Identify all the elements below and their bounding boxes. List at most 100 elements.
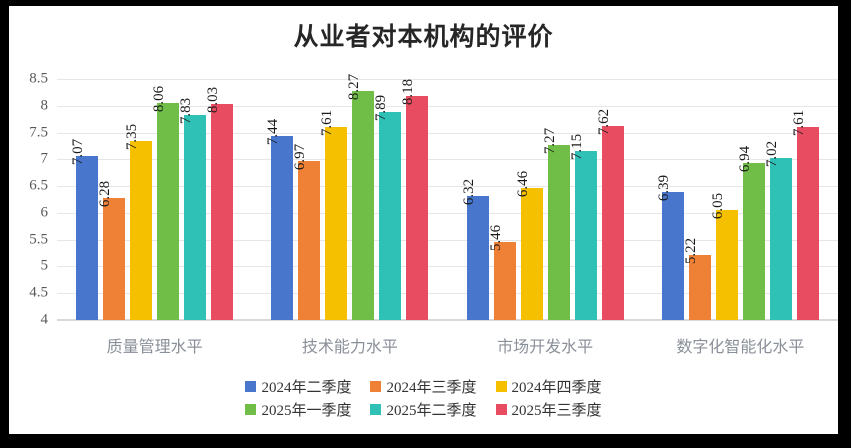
gridline xyxy=(57,186,838,188)
bar[interactable]: 7.89 xyxy=(373,95,402,320)
gridline xyxy=(57,212,838,214)
bar-value-label: 7.89 xyxy=(373,94,390,121)
legend-item[interactable]: 2025年二季度 xyxy=(370,399,477,420)
legend-swatch-icon xyxy=(245,404,257,415)
gridline xyxy=(57,266,838,268)
y-axis-tick-label: 8 xyxy=(40,97,49,114)
bar-rect xyxy=(325,126,348,320)
bar-value-label: 6.05 xyxy=(709,193,726,220)
bar-rect xyxy=(271,135,294,320)
bar-rect xyxy=(184,114,207,320)
bar-group: 6.39 5.22 6.05 6.94 7.02 7.61 数字化智能化水平 xyxy=(643,79,838,356)
legend-swatch-icon xyxy=(245,381,257,392)
bar-group: 7.44 6.97 7.61 8.27 7.89 8.18 技术能力水平 xyxy=(252,74,447,356)
bar[interactable]: 7.61 xyxy=(791,110,819,320)
gridline xyxy=(57,132,838,134)
bar-value-label: 7.07 xyxy=(70,138,87,165)
chart-legend: 2024年二季度 2024年三季度 2024年四季度 2025年一季度 2025年二季度… xyxy=(9,376,838,420)
legend-label: 2024年二季度 xyxy=(261,380,352,396)
y-axis-tick-label: 5 xyxy=(40,257,49,274)
bar[interactable]: 8.18 xyxy=(400,79,429,320)
bar-group: 7.07 6.28 7.35 8.06 7.83 8.03 质量管理水平 xyxy=(57,79,252,356)
bar-rect xyxy=(661,192,684,320)
legend-label: 2025年二季度 xyxy=(386,403,477,419)
bar[interactable]: 7.27 xyxy=(542,128,570,320)
bar-value-label: 8.27 xyxy=(346,74,363,101)
axis-baseline xyxy=(57,319,838,321)
bar-value-label: 6.97 xyxy=(292,143,309,171)
bar-value-label: 7.62 xyxy=(595,109,612,136)
bar-value-label: 6.39 xyxy=(655,174,672,202)
bar[interactable]: 6.46 xyxy=(515,171,543,320)
bar-rect xyxy=(715,210,738,320)
gridline xyxy=(57,79,838,80)
y-axis-tick-label: 8.5 xyxy=(29,70,48,87)
bar-rect xyxy=(352,91,375,320)
bar[interactable]: 6.39 xyxy=(656,175,684,320)
legend-row: 2024年二季度 2024年三季度 2024年四季度 xyxy=(9,376,838,397)
bar[interactable]: 7.62 xyxy=(596,109,624,320)
bar-value-label: 7.35 xyxy=(124,123,141,150)
bar-value-label: 8.06 xyxy=(151,85,168,112)
bar[interactable]: 8.27 xyxy=(346,74,375,320)
bar[interactable]: 6.05 xyxy=(710,193,738,320)
bar[interactable]: 7.61 xyxy=(319,110,348,320)
legend-swatch-icon xyxy=(370,381,382,392)
bar[interactable]: 6.97 xyxy=(292,144,321,320)
bar-rect xyxy=(211,104,234,320)
bar-rect xyxy=(130,140,153,320)
bar-rect xyxy=(688,254,711,320)
bar-value-label: 6.28 xyxy=(97,180,114,208)
bar-value-label: 7.83 xyxy=(178,97,195,125)
plot-area: 4 4.5 5 5.5 6 6.5 7 7.5 8 8.5 7.07 6.28 7.35 8.06 7.8… xyxy=(29,71,838,356)
bar[interactable]: 5.22 xyxy=(683,238,711,320)
bar[interactable]: 8.03 xyxy=(205,87,234,320)
bar[interactable]: 8.06 xyxy=(151,85,180,320)
legend-swatch-icon xyxy=(370,404,382,415)
chart-canvas: 从业者对本机构的评价 4 4.5 5 5.5 6 6.5 7 7.5 8 8.5 7.07 6.28… xyxy=(9,6,838,434)
bar[interactable]: 7.15 xyxy=(569,134,597,320)
bar[interactable]: 6.28 xyxy=(97,181,126,320)
legend-label: 2025年一季度 xyxy=(261,403,352,419)
bar-rect xyxy=(601,126,624,320)
x-axis-category-label: 数字化智能化水平 xyxy=(676,339,805,356)
bar-value-label: 7.15 xyxy=(568,134,585,161)
bar-value-label: 7.44 xyxy=(265,118,282,145)
x-axis-category-label: 质量管理水平 xyxy=(106,339,203,356)
bar-rect xyxy=(574,151,597,320)
bar-rect xyxy=(742,162,765,320)
legend-item[interactable]: 2024年二季度 xyxy=(245,376,351,397)
y-axis-tick-label: 7.5 xyxy=(29,124,48,141)
bar[interactable]: 7.83 xyxy=(178,98,207,320)
legend-label: 2025年三季度 xyxy=(511,403,602,419)
bar[interactable]: 7.07 xyxy=(70,138,99,320)
bar-group: 6.32 5.46 6.46 7.27 7.15 7.62 市场开发水平 xyxy=(448,79,643,356)
y-axis-tick-label: 6.5 xyxy=(29,177,48,194)
bar-rect xyxy=(298,160,321,320)
bar[interactable]: 7.44 xyxy=(265,119,294,320)
gridline xyxy=(57,293,838,295)
y-axis-tick-label: 7 xyxy=(40,150,49,167)
bar-value-label: 7.61 xyxy=(790,109,807,136)
legend-swatch-icon xyxy=(495,404,507,415)
y-axis-tick-label: 6 xyxy=(40,204,49,221)
legend-row: 2025年一季度 2025年二季度 2025年三季度 xyxy=(9,399,838,420)
chart-title: 从业者对本机构的评价 xyxy=(293,24,554,51)
legend-item[interactable]: 2025年三季度 xyxy=(495,399,602,420)
legend-item[interactable]: 2024年四季度 xyxy=(495,376,602,397)
x-axis-category-label: 市场开发水平 xyxy=(497,339,594,356)
legend-item[interactable]: 2024年三季度 xyxy=(370,376,477,397)
bar[interactable]: 5.46 xyxy=(488,225,516,320)
bar[interactable]: 6.32 xyxy=(461,179,489,320)
legend-swatch-icon xyxy=(495,381,507,392)
bar[interactable]: 6.94 xyxy=(737,145,765,320)
bar[interactable]: 7.35 xyxy=(124,123,153,320)
bar[interactable]: 7.02 xyxy=(764,141,792,320)
legend-item[interactable]: 2025年一季度 xyxy=(245,399,351,420)
bar-rect xyxy=(76,155,99,320)
bar-rect xyxy=(379,111,402,320)
bar-value-label: 7.61 xyxy=(319,109,336,136)
x-axis-category-label: 技术能力水平 xyxy=(301,339,398,356)
bar-value-label: 7.02 xyxy=(763,141,780,168)
